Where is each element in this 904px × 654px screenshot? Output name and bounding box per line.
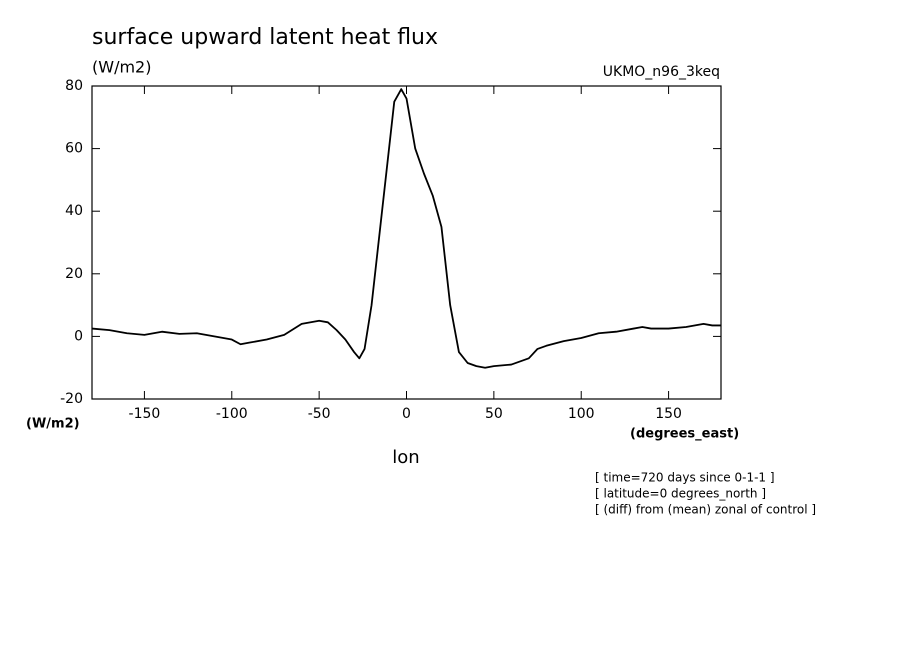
- y-tick-label: 20: [65, 266, 83, 282]
- y-tick-label: 60: [65, 141, 83, 157]
- dataset-label: UKMO_n96_3keq: [603, 64, 720, 80]
- chart-subtitle: (W/m2): [92, 58, 151, 77]
- data-line: [91, 88, 721, 369]
- x-axis-label: lon: [392, 447, 419, 468]
- annotation: [ time=720 days since 0-1-1 ]: [595, 471, 775, 485]
- chart-title: surface upward latent heat flux: [92, 25, 438, 50]
- annotation: [ (diff) from (mean) zonal of control ]: [595, 503, 816, 517]
- x-units: (degrees_east): [630, 427, 739, 442]
- y-tick-label: -20: [60, 391, 83, 407]
- y-units: (W/m2): [26, 417, 80, 432]
- annotation: [ latitude=0 degrees_north ]: [595, 487, 766, 501]
- x-tick-label: 0: [402, 406, 411, 422]
- x-tick-label: 100: [568, 406, 595, 422]
- x-tick-label: -50: [308, 406, 331, 422]
- y-tick-label: 40: [65, 203, 83, 219]
- plot-frame: [91, 85, 722, 400]
- x-tick-label: 50: [485, 406, 503, 422]
- x-tick-label: 150: [655, 406, 682, 422]
- x-tick-label: -100: [216, 406, 248, 422]
- y-tick-label: 80: [65, 78, 83, 94]
- y-tick-label: 0: [74, 328, 83, 344]
- x-tick-label: -150: [129, 406, 161, 422]
